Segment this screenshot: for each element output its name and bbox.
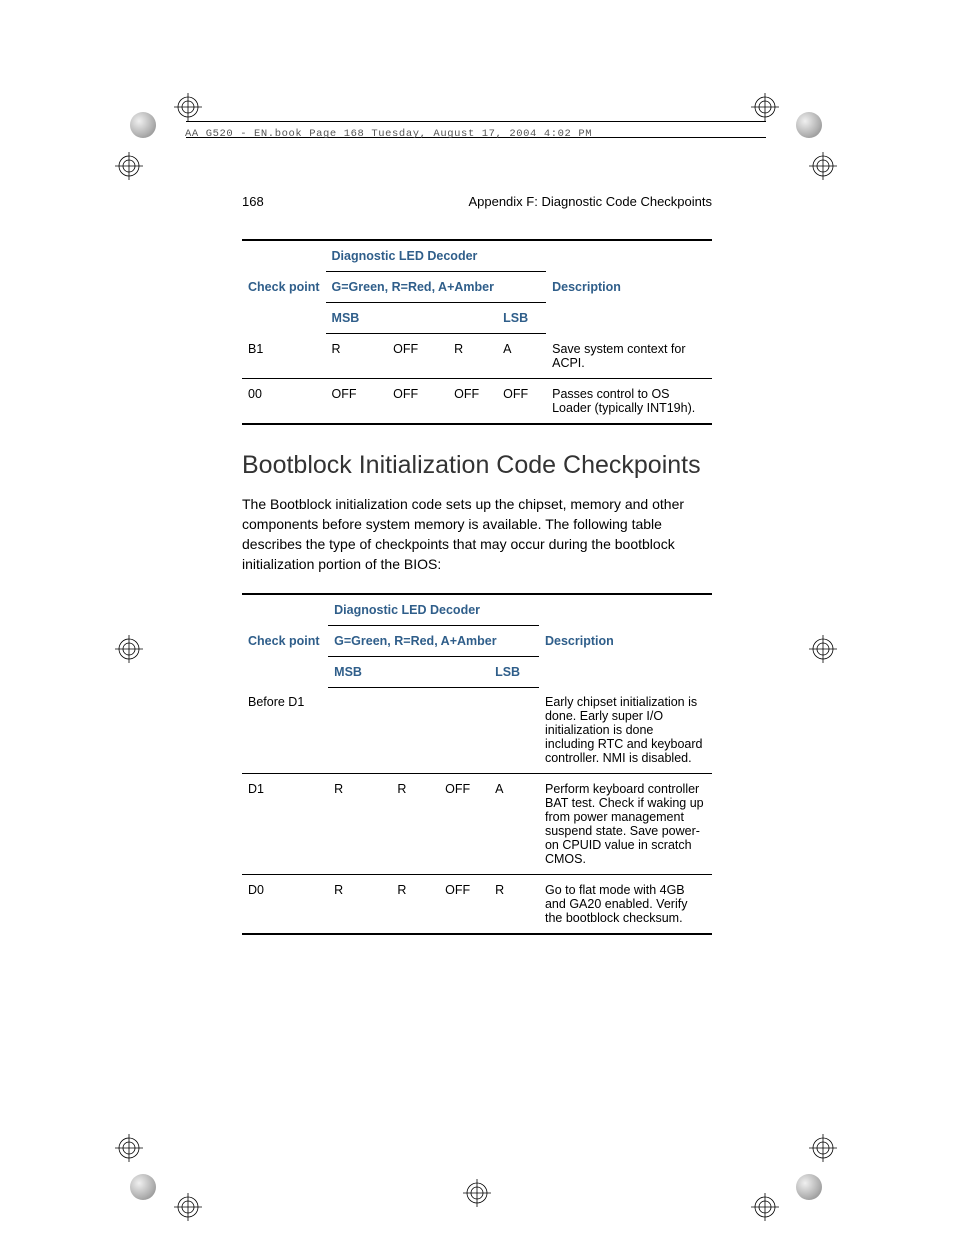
registration-mark: [115, 635, 143, 663]
registration-mark: [751, 1193, 779, 1221]
cell-led: R: [328, 774, 391, 875]
cell-led: OFF: [497, 378, 546, 424]
registration-mark: [115, 1134, 143, 1162]
page-header: 168 Appendix F: Diagnostic Code Checkpoi…: [242, 194, 712, 209]
th-description: Description: [539, 594, 712, 688]
cell-checkpoint: B1: [242, 334, 326, 379]
page-content: 168 Appendix F: Diagnostic Code Checkpoi…: [242, 194, 712, 935]
crop-line: [186, 121, 766, 122]
th-msb: MSB: [328, 656, 391, 687]
th-msb: MSB: [326, 303, 388, 334]
cell-description: Go to flat mode with 4GB and GA20 enable…: [539, 875, 712, 935]
cell-led: [489, 687, 539, 774]
cell-checkpoint: 00: [242, 378, 326, 424]
table-row: B1 R OFF R A Save system context for ACP…: [242, 334, 712, 379]
registration-mark: [115, 152, 143, 180]
cell-description: Early chipset initialization is done. Ea…: [539, 687, 712, 774]
book-file-line: AA G520 - EN.book Page 168 Tuesday, Augu…: [185, 128, 592, 140]
registration-mark: [174, 1193, 202, 1221]
cell-led: OFF: [326, 378, 388, 424]
appendix-title: Appendix F: Diagnostic Code Checkpoints: [468, 194, 712, 209]
th-checkpoint: Check point: [242, 240, 326, 334]
th-led-legend: G=Green, R=Red, A+Amber: [326, 272, 547, 303]
section-title: Bootblock Initialization Code Checkpoint…: [242, 451, 712, 480]
th-checkpoint: Check point: [242, 594, 328, 688]
cell-checkpoint: D1: [242, 774, 328, 875]
cell-led: OFF: [387, 334, 448, 379]
cell-led: OFF: [439, 875, 489, 935]
page-number: 168: [242, 194, 264, 209]
table-row: Before D1 Early chipset initialization i…: [242, 687, 712, 774]
cell-checkpoint: Before D1: [242, 687, 328, 774]
print-ball: [130, 1174, 156, 1200]
table-row: D1 R R OFF A Perform keyboard controller…: [242, 774, 712, 875]
registration-mark: [809, 635, 837, 663]
registration-mark: [463, 1179, 491, 1207]
cell-led: A: [489, 774, 539, 875]
body-text: The Bootblock initialization code sets u…: [242, 494, 712, 575]
cell-description: Passes control to OS Loader (typically I…: [546, 378, 712, 424]
cell-led: OFF: [448, 378, 497, 424]
table-row: D0 R R OFF R Go to flat mode with 4GB an…: [242, 875, 712, 935]
registration-mark: [809, 152, 837, 180]
cell-led: R: [326, 334, 388, 379]
registration-mark: [809, 1134, 837, 1162]
print-ball: [130, 112, 156, 138]
th-lsb: LSB: [489, 656, 539, 687]
cell-led: [391, 687, 439, 774]
cell-led: R: [448, 334, 497, 379]
registration-mark: [751, 93, 779, 121]
diagnostic-table-1: Check point Diagnostic LED Decoder Descr…: [242, 239, 712, 425]
th-description: Description: [546, 240, 712, 334]
cell-led: [439, 687, 489, 774]
cell-led: A: [497, 334, 546, 379]
cell-led: R: [328, 875, 391, 935]
cell-led: R: [489, 875, 539, 935]
registration-mark: [174, 93, 202, 121]
cell-led: OFF: [439, 774, 489, 875]
cell-description: Save system context for ACPI.: [546, 334, 712, 379]
cell-checkpoint: D0: [242, 875, 328, 935]
th-led-title: Diagnostic LED Decoder: [328, 594, 539, 626]
cell-led: [328, 687, 391, 774]
cell-led: OFF: [387, 378, 448, 424]
print-ball: [796, 112, 822, 138]
th-led-title: Diagnostic LED Decoder: [326, 240, 547, 272]
th-lsb: LSB: [497, 303, 546, 334]
th-led-legend: G=Green, R=Red, A+Amber: [328, 625, 539, 656]
cell-led: R: [391, 875, 439, 935]
table-row: 00 OFF OFF OFF OFF Passes control to OS …: [242, 378, 712, 424]
diagnostic-table-2: Check point Diagnostic LED Decoder Descr…: [242, 593, 712, 936]
print-ball: [796, 1174, 822, 1200]
cell-description: Perform keyboard controller BAT test. Ch…: [539, 774, 712, 875]
cell-led: R: [391, 774, 439, 875]
